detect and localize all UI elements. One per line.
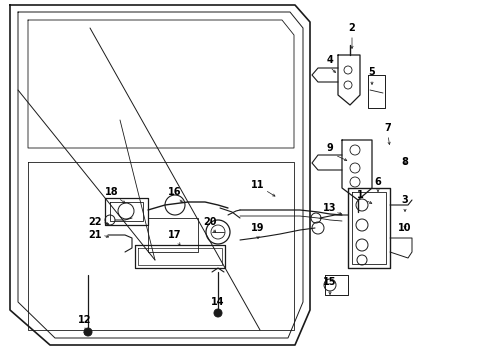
Text: 5: 5 — [368, 67, 375, 77]
Text: 6: 6 — [375, 177, 381, 187]
Text: 22: 22 — [88, 217, 102, 227]
Text: 1: 1 — [357, 190, 364, 200]
Text: 11: 11 — [251, 180, 265, 190]
Text: 9: 9 — [327, 143, 333, 153]
Text: 2: 2 — [348, 23, 355, 33]
Text: 8: 8 — [402, 157, 409, 167]
Text: 4: 4 — [327, 55, 333, 65]
Text: 16: 16 — [168, 187, 182, 197]
Text: 20: 20 — [203, 217, 217, 227]
Text: 21: 21 — [88, 230, 102, 240]
Text: 14: 14 — [211, 297, 225, 307]
Text: 19: 19 — [251, 223, 265, 233]
Text: 7: 7 — [385, 123, 392, 133]
Text: 12: 12 — [78, 315, 92, 325]
Text: 15: 15 — [323, 277, 337, 287]
Text: 3: 3 — [402, 195, 408, 205]
Circle shape — [214, 309, 222, 317]
Circle shape — [84, 328, 92, 336]
Text: 13: 13 — [323, 203, 337, 213]
Text: 10: 10 — [398, 223, 412, 233]
Text: 18: 18 — [105, 187, 119, 197]
Text: 17: 17 — [168, 230, 182, 240]
